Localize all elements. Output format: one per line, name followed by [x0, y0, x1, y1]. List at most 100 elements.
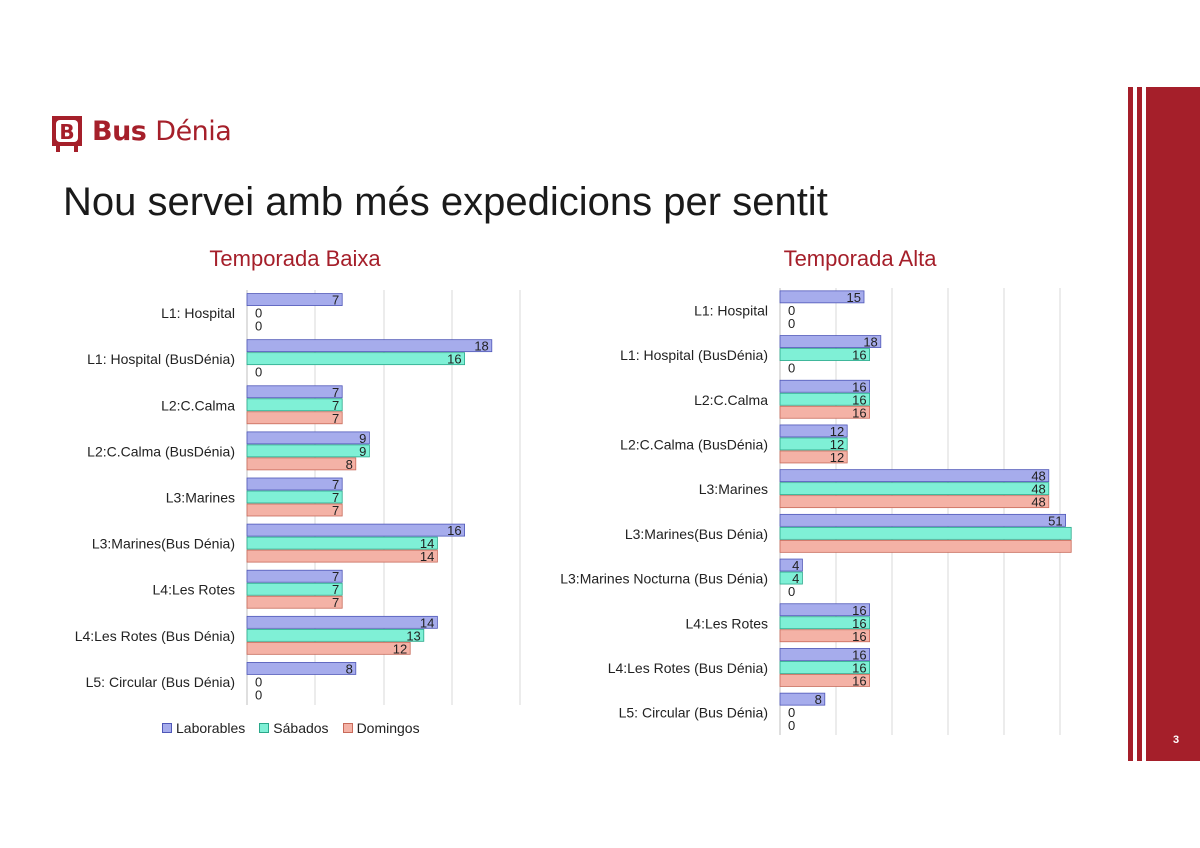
- data-label: 7: [332, 293, 339, 308]
- data-label: 12: [830, 437, 844, 452]
- legend-swatch: [162, 723, 172, 733]
- data-label: 48: [1031, 482, 1045, 497]
- bar-sábados: [779, 616, 870, 630]
- bar-sábados: [246, 352, 466, 366]
- bar-laborables: [246, 385, 343, 399]
- bar-sábados: [246, 536, 438, 550]
- bar-sábados: [779, 348, 870, 361]
- category-label: L2:C.Calma: [161, 397, 235, 413]
- page-number: 3: [1172, 734, 1180, 746]
- category-label: L3:Marines: [699, 481, 768, 497]
- data-label: 14: [420, 536, 434, 551]
- bar-laborables: [246, 339, 493, 353]
- bar-domingos: [246, 549, 438, 563]
- data-label: 0: [788, 361, 795, 376]
- data-label: 0: [788, 705, 795, 720]
- side-stripe-thin-1: [1128, 87, 1133, 761]
- data-label: 7: [332, 411, 339, 426]
- data-label: 12: [830, 424, 844, 439]
- category-label: L3:Marines: [166, 490, 235, 506]
- bar-sábados: [246, 582, 343, 596]
- data-label: 16: [447, 352, 461, 367]
- bar-laborables: [779, 290, 865, 304]
- slide-title: Nou servei amb més expedicions per senti…: [63, 180, 828, 224]
- data-label: 8: [346, 457, 353, 472]
- data-label: 7: [332, 582, 339, 597]
- category-label: L5: Circular (Bus Dénia): [619, 705, 768, 721]
- data-label: 8: [815, 692, 822, 707]
- data-label: 16: [852, 629, 866, 644]
- bar-sábados: [246, 444, 370, 458]
- bar-laborables: [779, 469, 1050, 483]
- chart-title: Temporada Alta: [783, 246, 937, 271]
- data-label: 0: [788, 316, 795, 331]
- bar-sábados: [246, 628, 425, 642]
- brand-name: Bus Dénia: [92, 116, 232, 147]
- legend-item-laborables: Laborables: [162, 720, 245, 736]
- bar-domingos: [779, 539, 1072, 553]
- data-label: 0: [788, 303, 795, 318]
- data-label: 18: [863, 335, 877, 350]
- bar-domingos: [246, 457, 357, 471]
- bar-laborables: [779, 513, 1067, 527]
- bar-sábados: [246, 398, 343, 412]
- category-label: L3:Marines(Bus Dénia): [92, 536, 235, 552]
- data-label: 13: [406, 628, 420, 643]
- legend-label: Laborables: [176, 720, 246, 736]
- data-label: 16: [852, 379, 866, 394]
- category-label: L1: Hospital (BusDénia): [87, 351, 235, 367]
- bar-laborables: [779, 335, 882, 348]
- bar-laborables: [246, 293, 343, 306]
- bar-domingos: [779, 495, 1050, 509]
- category-label: L4:Les Rotes (Bus Dénia): [75, 628, 235, 644]
- bus-logo-icon: B: [52, 116, 82, 152]
- data-label: 9: [359, 444, 366, 459]
- category-label: L5: Circular (Bus Dénia): [86, 674, 235, 690]
- data-label: 8: [346, 661, 353, 676]
- bar-laborables: [779, 603, 870, 617]
- bar-sábados: [779, 526, 1072, 540]
- data-label: 16: [852, 348, 866, 363]
- category-label: L3:Marines Nocturna (Bus Dénia): [560, 571, 768, 587]
- chart-legend: Laborables Sábados Domingos: [162, 720, 420, 736]
- bar-domingos: [779, 450, 848, 464]
- bar-laborables: [779, 379, 870, 393]
- legend-item-sábados: Sábados: [259, 720, 329, 736]
- bar-sábados: [779, 482, 1050, 496]
- data-label: 16: [447, 523, 461, 538]
- bar-domingos: [246, 411, 343, 425]
- data-label: 48: [1031, 495, 1045, 510]
- category-label: L4:Les Rotes: [153, 582, 236, 598]
- svg-text:B: B: [59, 120, 74, 144]
- category-label: L4:Les Rotes (Bus Dénia): [608, 660, 768, 676]
- bar-domingos: [246, 503, 343, 517]
- bar-domingos: [779, 629, 870, 643]
- bar-laborables: [246, 615, 438, 629]
- bar-laborables: [246, 477, 343, 491]
- data-label: 16: [852, 405, 866, 420]
- legend-swatch: [342, 723, 353, 733]
- data-label: 16: [852, 392, 866, 407]
- legend-item-domingos: Domingos: [342, 720, 420, 736]
- category-label: L1: Hospital: [161, 305, 235, 321]
- bar-domingos: [246, 641, 411, 655]
- data-label: 7: [332, 490, 339, 505]
- data-label: 16: [852, 603, 866, 618]
- category-label: L1: Hospital (BusDénia): [620, 347, 768, 363]
- data-label: 7: [332, 477, 339, 492]
- data-label: 0: [788, 718, 795, 733]
- data-label: 12: [393, 641, 407, 656]
- data-label: 14: [420, 549, 434, 564]
- data-label: 16: [852, 647, 866, 662]
- bar-sábados: [779, 661, 870, 674]
- data-label: 7: [332, 385, 339, 400]
- bar-sábados: [779, 437, 848, 451]
- legend-label: Sábados: [273, 720, 329, 736]
- chart-temporada-alta: Temporada Alta L1: Hospital 15 0 0 L1: Hospi…: [530, 240, 1110, 750]
- chart-title: Temporada Baixa: [209, 246, 381, 271]
- data-label: 16: [852, 616, 866, 631]
- data-label: 4: [792, 571, 799, 586]
- data-label: 7: [332, 398, 339, 413]
